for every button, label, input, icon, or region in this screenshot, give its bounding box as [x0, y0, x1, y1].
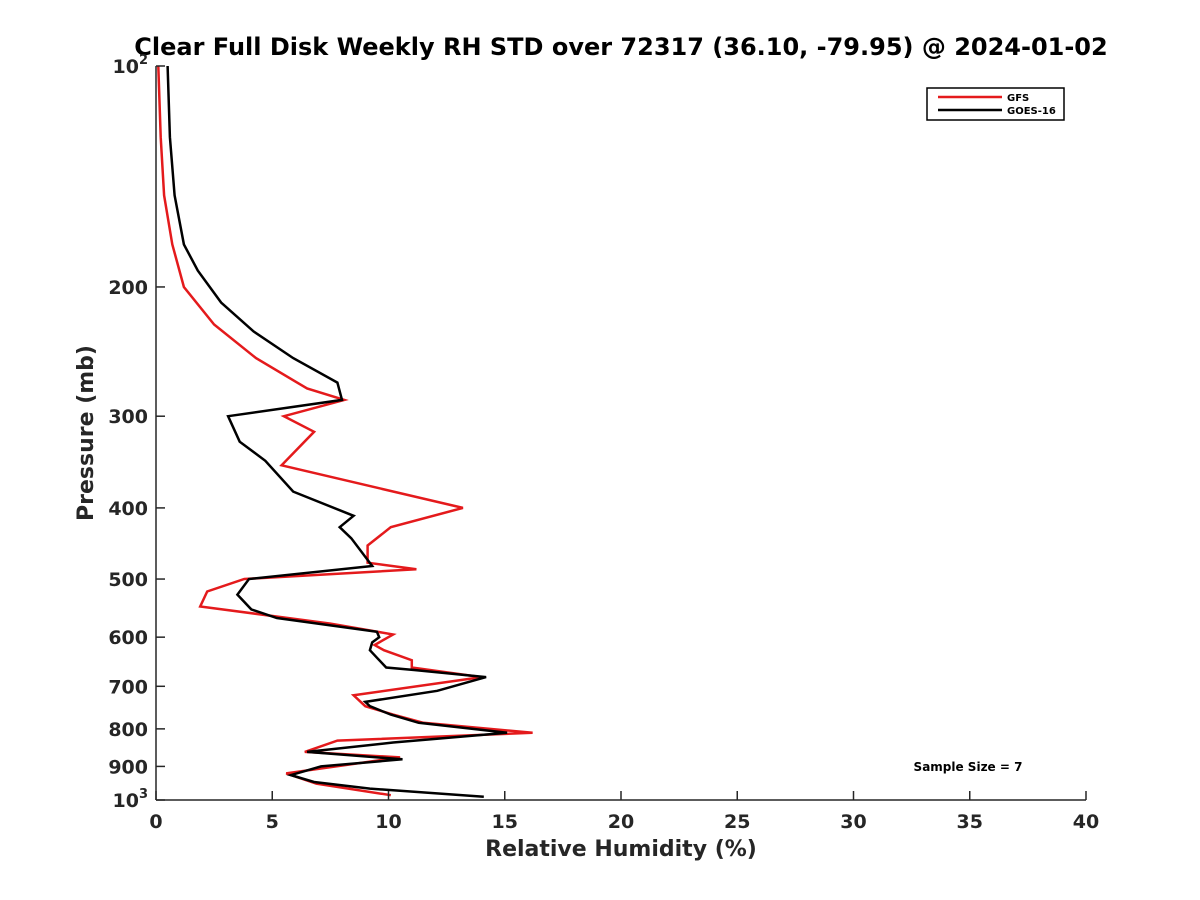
y-tick-label: 500 [108, 569, 148, 591]
y-tick-label: 102 [113, 53, 149, 78]
series-line-gfs [157, 65, 533, 797]
legend-box [926, 87, 1065, 121]
x-axis-label: Relative Humidity (%) [485, 837, 757, 862]
x-tick-label: 0 [149, 811, 162, 833]
y-tick-label: 700 [108, 676, 148, 698]
legend-label-goes16: GOES-16 [1007, 106, 1056, 117]
x-tick-label: 40 [1073, 811, 1099, 833]
y-axis-label: Pressure (mb) [74, 345, 99, 521]
y-tick-label: 103 [113, 787, 149, 812]
series-layer [157, 65, 533, 799]
x-tick-label: 10 [375, 811, 401, 833]
y-tick-label: 600 [108, 627, 148, 649]
plot-area [156, 66, 1086, 800]
x-axis-ticks: 0 5 10 15 20 25 30 35 40 [149, 791, 1099, 833]
legend: GFS GOES-16 [926, 87, 1065, 121]
legend-label-gfs: GFS [1007, 93, 1029, 104]
y-tick-label: 800 [108, 719, 148, 741]
x-tick-label: 15 [492, 811, 518, 833]
chart-title: Clear Full Disk Weekly RH STD over 72317… [134, 33, 1107, 61]
series-line-goes-16 [166, 65, 508, 799]
x-tick-label: 35 [957, 811, 983, 833]
x-tick-label: 20 [608, 811, 634, 833]
x-tick-label: 25 [724, 811, 750, 833]
y-tick-label: 200 [108, 277, 148, 299]
sample-size-annotation: Sample Size = 7 [914, 760, 1023, 774]
y-tick-label: 900 [108, 756, 148, 778]
y-tick-label: 400 [108, 498, 148, 520]
y-axis-ticks: 102 200 300 400 500 600 700 800 900 103 [108, 53, 165, 812]
x-tick-label: 5 [266, 811, 279, 833]
x-tick-label: 30 [840, 811, 866, 833]
y-tick-label: 300 [108, 406, 148, 428]
